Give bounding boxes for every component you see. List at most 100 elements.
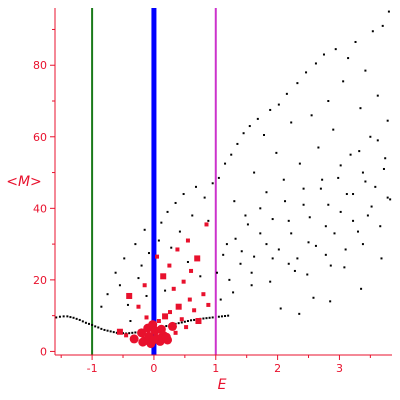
series-0-point <box>143 228 146 231</box>
y-axis-label: <M> <box>6 174 42 190</box>
series-0-point <box>279 307 282 310</box>
series-0-point <box>250 271 253 274</box>
series-0-point <box>302 187 305 190</box>
series-0-point <box>55 316 58 319</box>
series-0-point <box>312 296 315 299</box>
series-0-point <box>302 203 305 206</box>
series-0-point <box>277 103 280 106</box>
series-1-point <box>187 297 192 302</box>
series-0-point <box>211 182 214 185</box>
series-0-point <box>220 315 223 318</box>
series-0-point <box>128 332 131 335</box>
series-0-point <box>364 180 367 183</box>
series-0-point <box>269 280 272 283</box>
series-0-point <box>329 264 332 267</box>
series-0-point <box>366 214 369 217</box>
y-tick-label: 60 <box>33 131 47 144</box>
series-0-point <box>347 57 350 60</box>
series-0-point <box>329 300 332 303</box>
series-0-point <box>361 171 364 174</box>
series-0-point <box>282 178 285 181</box>
series-0-point <box>94 325 97 328</box>
series-0-point <box>97 326 100 329</box>
series-0-point <box>208 316 211 319</box>
series-0-point <box>253 255 256 258</box>
series-0-point <box>114 271 117 274</box>
series-0-point <box>327 203 330 206</box>
series-0-point <box>290 232 293 235</box>
series-1-point <box>126 292 133 299</box>
series-0-point <box>285 92 288 95</box>
series-0-point <box>334 48 337 51</box>
x-tick-label: 0 <box>150 362 157 375</box>
series-0-point <box>62 315 65 318</box>
series-0-point <box>324 253 327 256</box>
x-tick-label: -1 <box>87 362 98 375</box>
series-0-point <box>234 237 237 240</box>
series-0-point <box>263 133 266 136</box>
series-0-point <box>380 257 383 260</box>
series-0-point <box>271 218 274 221</box>
series-0-point <box>386 119 389 122</box>
series-0-point <box>202 317 205 320</box>
series-0-point <box>236 142 239 145</box>
series-0-point <box>339 210 342 213</box>
series-0-point <box>227 314 230 317</box>
series-0-point <box>327 100 330 103</box>
series-0-point <box>112 331 115 334</box>
series-0-point <box>84 321 87 324</box>
series-1-point <box>185 238 190 243</box>
y-tick-label: 80 <box>33 59 47 72</box>
series-0-point <box>140 264 143 267</box>
series-0-point <box>182 193 185 196</box>
series-0-point <box>369 135 372 138</box>
series-0-point <box>298 162 301 165</box>
series-0-point <box>205 317 208 320</box>
series-0-point <box>364 69 367 72</box>
series-0-point <box>166 210 169 213</box>
series-0-point <box>239 262 242 265</box>
series-0-point <box>356 230 359 233</box>
series-1-point <box>206 302 211 307</box>
x-tick-label: 2 <box>274 362 281 375</box>
series-0-point <box>190 319 193 322</box>
series-0-point <box>343 266 346 269</box>
series-1-point <box>136 304 141 309</box>
series-1-point <box>184 325 189 330</box>
series-1-point <box>189 268 194 273</box>
series-0-point <box>183 320 186 323</box>
series-0-point <box>389 198 392 201</box>
series-0-point <box>160 221 163 224</box>
series-0-point <box>269 108 272 111</box>
series-0-point <box>232 291 235 294</box>
series-0-point <box>332 128 335 131</box>
series-0-point <box>352 219 355 222</box>
series-0-point <box>233 200 236 203</box>
series-0-point <box>131 331 134 334</box>
x-tick-label: 3 <box>336 362 343 375</box>
series-0-point <box>275 151 278 154</box>
series-0-point <box>387 10 390 13</box>
series-1-point <box>142 283 147 288</box>
series-0-point <box>122 332 125 335</box>
series-0-point <box>178 230 181 233</box>
series-0-point <box>186 260 189 263</box>
series-0-point <box>284 200 287 203</box>
series-0-point <box>134 331 137 334</box>
series-0-point <box>354 40 357 43</box>
series-0-point <box>358 150 361 153</box>
series-0-point <box>384 157 387 160</box>
series-0-point <box>344 248 347 251</box>
series-0-point <box>322 53 325 56</box>
series-1-point <box>173 330 178 335</box>
series-1-point <box>181 279 186 284</box>
y-tick-label: 0 <box>40 345 47 358</box>
series-0-point <box>298 312 301 315</box>
series-0-point <box>381 24 384 27</box>
series-0-point <box>207 219 210 222</box>
series-0-point <box>106 329 109 332</box>
series-0-point <box>308 216 311 219</box>
series-0-point <box>145 294 148 297</box>
series-0-point <box>271 257 274 260</box>
